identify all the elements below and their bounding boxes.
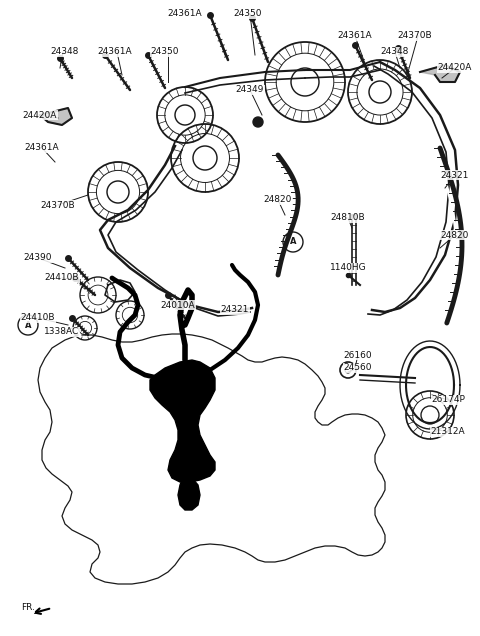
Text: 24810B: 24810B (331, 214, 365, 223)
Text: 24390: 24390 (24, 254, 52, 263)
Text: 1338AC: 1338AC (44, 328, 80, 336)
Text: 1140HG: 1140HG (330, 263, 366, 272)
Text: 24349: 24349 (236, 85, 264, 95)
Text: 24820: 24820 (264, 195, 292, 205)
Text: 21312A: 21312A (431, 427, 465, 436)
Text: 24361A: 24361A (168, 10, 202, 18)
Text: 24350: 24350 (234, 10, 262, 18)
Text: 24348: 24348 (51, 48, 79, 57)
Text: 24370B: 24370B (398, 32, 432, 41)
Text: 26174P: 26174P (431, 396, 465, 404)
Text: 24420A: 24420A (438, 64, 472, 73)
Polygon shape (420, 65, 460, 82)
Circle shape (253, 117, 263, 127)
Text: 24350: 24350 (151, 48, 179, 57)
Text: 24321: 24321 (221, 305, 249, 314)
Text: A: A (25, 321, 31, 329)
Text: 24410B: 24410B (21, 314, 55, 322)
Polygon shape (150, 360, 215, 482)
Text: 24348: 24348 (381, 48, 409, 57)
Text: 24820: 24820 (441, 230, 469, 240)
Text: 24410B: 24410B (45, 273, 79, 282)
Text: A: A (290, 237, 296, 247)
Polygon shape (178, 478, 200, 510)
Text: 24560: 24560 (344, 364, 372, 373)
Text: FR.: FR. (21, 604, 35, 612)
Text: 24361A: 24361A (98, 48, 132, 57)
Text: 24420A: 24420A (23, 111, 57, 120)
Text: 24010A: 24010A (161, 300, 195, 310)
Text: 24370B: 24370B (41, 200, 75, 209)
Text: 24361A: 24361A (338, 32, 372, 41)
Text: 26160: 26160 (344, 350, 372, 359)
Polygon shape (40, 108, 72, 125)
Text: 24361A: 24361A (24, 144, 60, 153)
Text: 24321: 24321 (441, 170, 469, 179)
